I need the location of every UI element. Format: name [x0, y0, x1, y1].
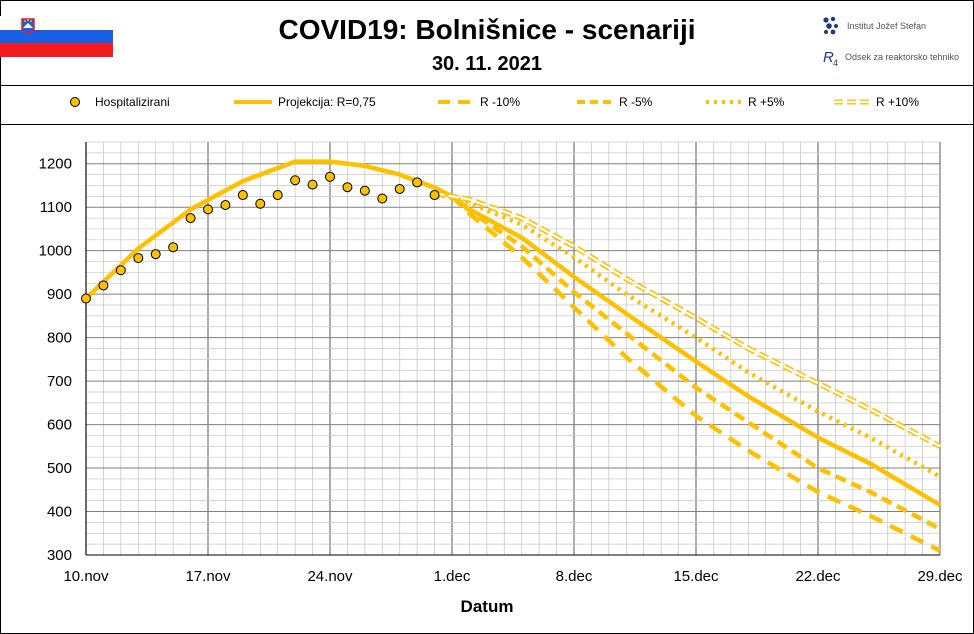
observed-point — [290, 175, 301, 186]
ijs-logo: Institut Jožef Stefan — [822, 16, 926, 36]
observed-point — [98, 280, 109, 291]
svg-text:4: 4 — [833, 58, 838, 67]
observed-point — [185, 213, 196, 224]
y-tick-label: 1200 — [39, 156, 72, 173]
x-tick-label: 22.dec — [795, 568, 841, 585]
y-tick-label: 500 — [47, 460, 72, 477]
x-tick-label: 15.dec — [673, 568, 719, 585]
legend-solid-line-icon — [234, 100, 272, 104]
ijs-dots-icon — [823, 16, 838, 35]
legend-item-r-minus10: R -10% — [436, 95, 520, 109]
chart-title: COVID19: Bolnišnice - scenariji — [278, 14, 696, 45]
series-line-1 — [450, 194, 942, 553]
x-tick-label: 29.dec — [917, 568, 963, 585]
x-tick-label: 17.nov — [185, 568, 231, 585]
y-tick-label: 600 — [47, 417, 72, 434]
svg-text:R: R — [823, 49, 834, 66]
observed-point — [325, 171, 335, 182]
observed-point — [133, 253, 144, 264]
observed-point — [115, 265, 126, 276]
legend-short-dash-line-icon — [577, 100, 613, 104]
legend-label-r-minus10: R -10% — [480, 95, 521, 109]
x-tick-label: 10.nov — [63, 568, 109, 585]
observed-point — [203, 204, 213, 215]
x-tick-label: 8.dec — [556, 568, 593, 585]
legend-label-projection: Projekcija: R=0,75 — [278, 95, 376, 109]
legend-item-projection: Projekcija: R=0,75 — [234, 95, 376, 109]
series-line-0 — [84, 159, 942, 507]
legend-marker-icon — [70, 97, 80, 107]
y-tick-label: 1000 — [39, 243, 72, 260]
observed-point — [81, 293, 91, 304]
series-line-2 — [450, 194, 942, 531]
legend-item-hospitalized: Hospitalizirani — [67, 95, 170, 109]
observed-point — [429, 190, 440, 201]
observed-point — [342, 182, 353, 193]
tick-labels: 300 400 500 600 700 800 900 1000 1100 1200 10.nov 1… — [39, 156, 963, 585]
legend-item-r-minus5: R -5% — [575, 95, 652, 109]
observed-point — [255, 198, 266, 209]
observed-points — [81, 171, 440, 304]
grid — [85, 141, 941, 556]
ijs-logo-text: Institut Jožef Stefan — [847, 21, 927, 31]
y-tick-label: 1100 — [40, 199, 72, 216]
legend-dot-line-icon — [706, 100, 742, 104]
observed-point — [168, 242, 179, 253]
observed-point — [237, 190, 248, 201]
observed-point — [377, 193, 388, 204]
legend-label-r-plus10: R +10% — [876, 95, 920, 109]
x-tick-label: 24.nov — [307, 568, 353, 585]
x-axis-title: Datum — [460, 597, 514, 616]
y-tick-label: 400 — [47, 504, 72, 521]
legend-label-hospitalized: Hospitalizirani — [95, 95, 170, 109]
observed-point — [150, 249, 161, 260]
y-tick-label: 700 — [47, 373, 72, 390]
legend-item-r-plus10: R +10% — [832, 95, 919, 109]
legend-dash-line-icon — [438, 100, 474, 104]
slovenia-flag-icon — [0, 16, 113, 57]
legend-double-line-icon — [834, 99, 870, 105]
y-tick-label: 900 — [47, 286, 72, 303]
y-tick-label: 300 — [47, 547, 72, 564]
observed-point — [307, 179, 318, 190]
observed-point — [272, 190, 283, 201]
r4-icon: R 4 — [823, 49, 838, 67]
series-layer — [84, 159, 942, 553]
r4-logo: R 4 Odsek za reaktorsko tehniko — [822, 47, 959, 67]
legend-label-r-minus5: R -5% — [619, 95, 653, 109]
observed-point — [394, 183, 405, 194]
r4-logo-text: Odsek za reaktorsko tehniko — [845, 52, 960, 62]
legend-label-r-plus5: R +5% — [748, 95, 785, 109]
header: COVID19: Bolnišnice - scenariji 30. 11. … — [0, 0, 974, 86]
observed-point — [412, 177, 423, 188]
x-tick-label: 1.dec — [434, 568, 471, 585]
series-line-4-inner — [434, 192, 941, 448]
chart-date: 30. 11. 2021 — [431, 53, 543, 75]
observed-point — [220, 200, 231, 211]
y-tick-label: 800 — [47, 330, 72, 347]
legend: Hospitalizirani Projekcija: R=0,75 R -10… — [0, 86, 974, 125]
series-line-3 — [434, 191, 942, 479]
legend-item-r-plus5: R +5% — [704, 95, 784, 109]
observed-point — [359, 185, 370, 196]
